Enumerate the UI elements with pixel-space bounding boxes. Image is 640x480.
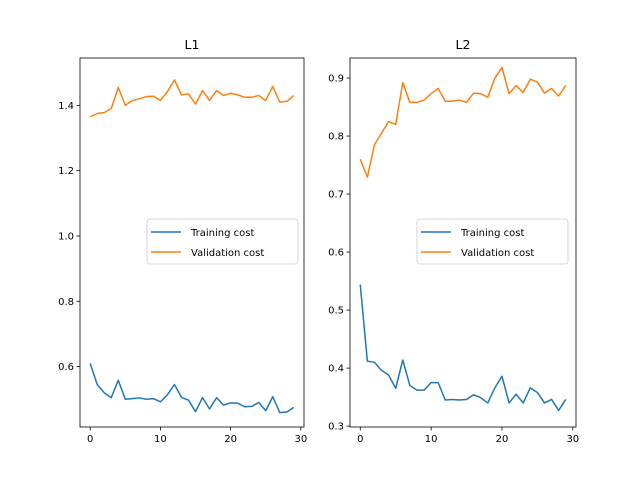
l1-legend-label-validation: Validation cost — [191, 248, 264, 259]
l1-x-tick-label: 10 — [154, 434, 167, 445]
l2-title: L2 — [456, 37, 471, 52]
l2-legend: Training cost Validation cost — [416, 218, 569, 265]
l1-legend-box — [146, 218, 299, 265]
l1-x-axis-ticks: 0 10 20 30 — [87, 427, 307, 445]
l2-y-axis-ticks: 0.3 0.4 0.5 0.6 0.7 0.8 0.9 — [328, 74, 350, 433]
l2-training-cost-line — [359, 284, 567, 412]
l1-training-cost-line — [89, 363, 295, 414]
l2-legend-box — [416, 218, 569, 265]
l2-y-tick-label: 0.8 — [328, 132, 344, 143]
l1-y-axis-ticks: 0.6 0.8 1.0 1.2 1.4 — [58, 101, 80, 373]
l1-y-tick-label: 0.8 — [58, 297, 74, 308]
l2-series-lines — [359, 66, 567, 412]
l2-y-tick-label: 0.3 — [328, 422, 344, 433]
l2-panel: L2 0 10 20 30 0.3 0.4 0.5 0.6 0.7 0.8 0.9 Trainin… — [328, 37, 579, 445]
l2-y-tick-label: 0.9 — [328, 74, 344, 85]
l1-validation-cost-line — [89, 79, 295, 118]
l2-y-tick-label: 0.7 — [328, 190, 344, 201]
l2-x-tick-label: 10 — [425, 434, 438, 445]
l2-x-axis-ticks: 0 10 20 30 — [357, 427, 579, 445]
l1-y-tick-label: 1.2 — [58, 166, 74, 177]
l1-legend: Training cost Validation cost — [146, 218, 299, 265]
l1-title: L1 — [185, 37, 200, 52]
l2-legend-label-training: Training cost — [460, 228, 524, 239]
l1-y-tick-label: 1.4 — [58, 101, 74, 112]
l2-validation-cost-line — [359, 66, 567, 178]
l1-series-lines — [89, 79, 295, 414]
l2-y-tick-label: 0.4 — [328, 364, 344, 375]
l1-plot-frame — [79, 57, 305, 428]
l2-y-tick-label: 0.5 — [328, 306, 344, 317]
l2-x-tick-label: 20 — [496, 434, 509, 445]
l1-y-tick-label: 0.6 — [58, 362, 74, 373]
l1-x-tick-label: 20 — [224, 434, 237, 445]
l2-x-tick-label: 0 — [357, 434, 363, 445]
l2-legend-label-validation: Validation cost — [461, 248, 534, 259]
l1-x-tick-label: 30 — [294, 434, 307, 445]
l1-x-tick-label: 0 — [87, 434, 93, 445]
l1-panel: L1 0 10 20 30 0.6 0.8 1.0 1.2 1.4 Training cost… — [58, 37, 307, 445]
l2-y-tick-label: 0.6 — [328, 248, 344, 259]
l2-x-tick-label: 30 — [566, 434, 579, 445]
l1-y-tick-label: 1.0 — [58, 231, 74, 242]
l2-plot-frame — [349, 57, 577, 428]
l1-legend-label-training: Training cost — [190, 228, 254, 239]
